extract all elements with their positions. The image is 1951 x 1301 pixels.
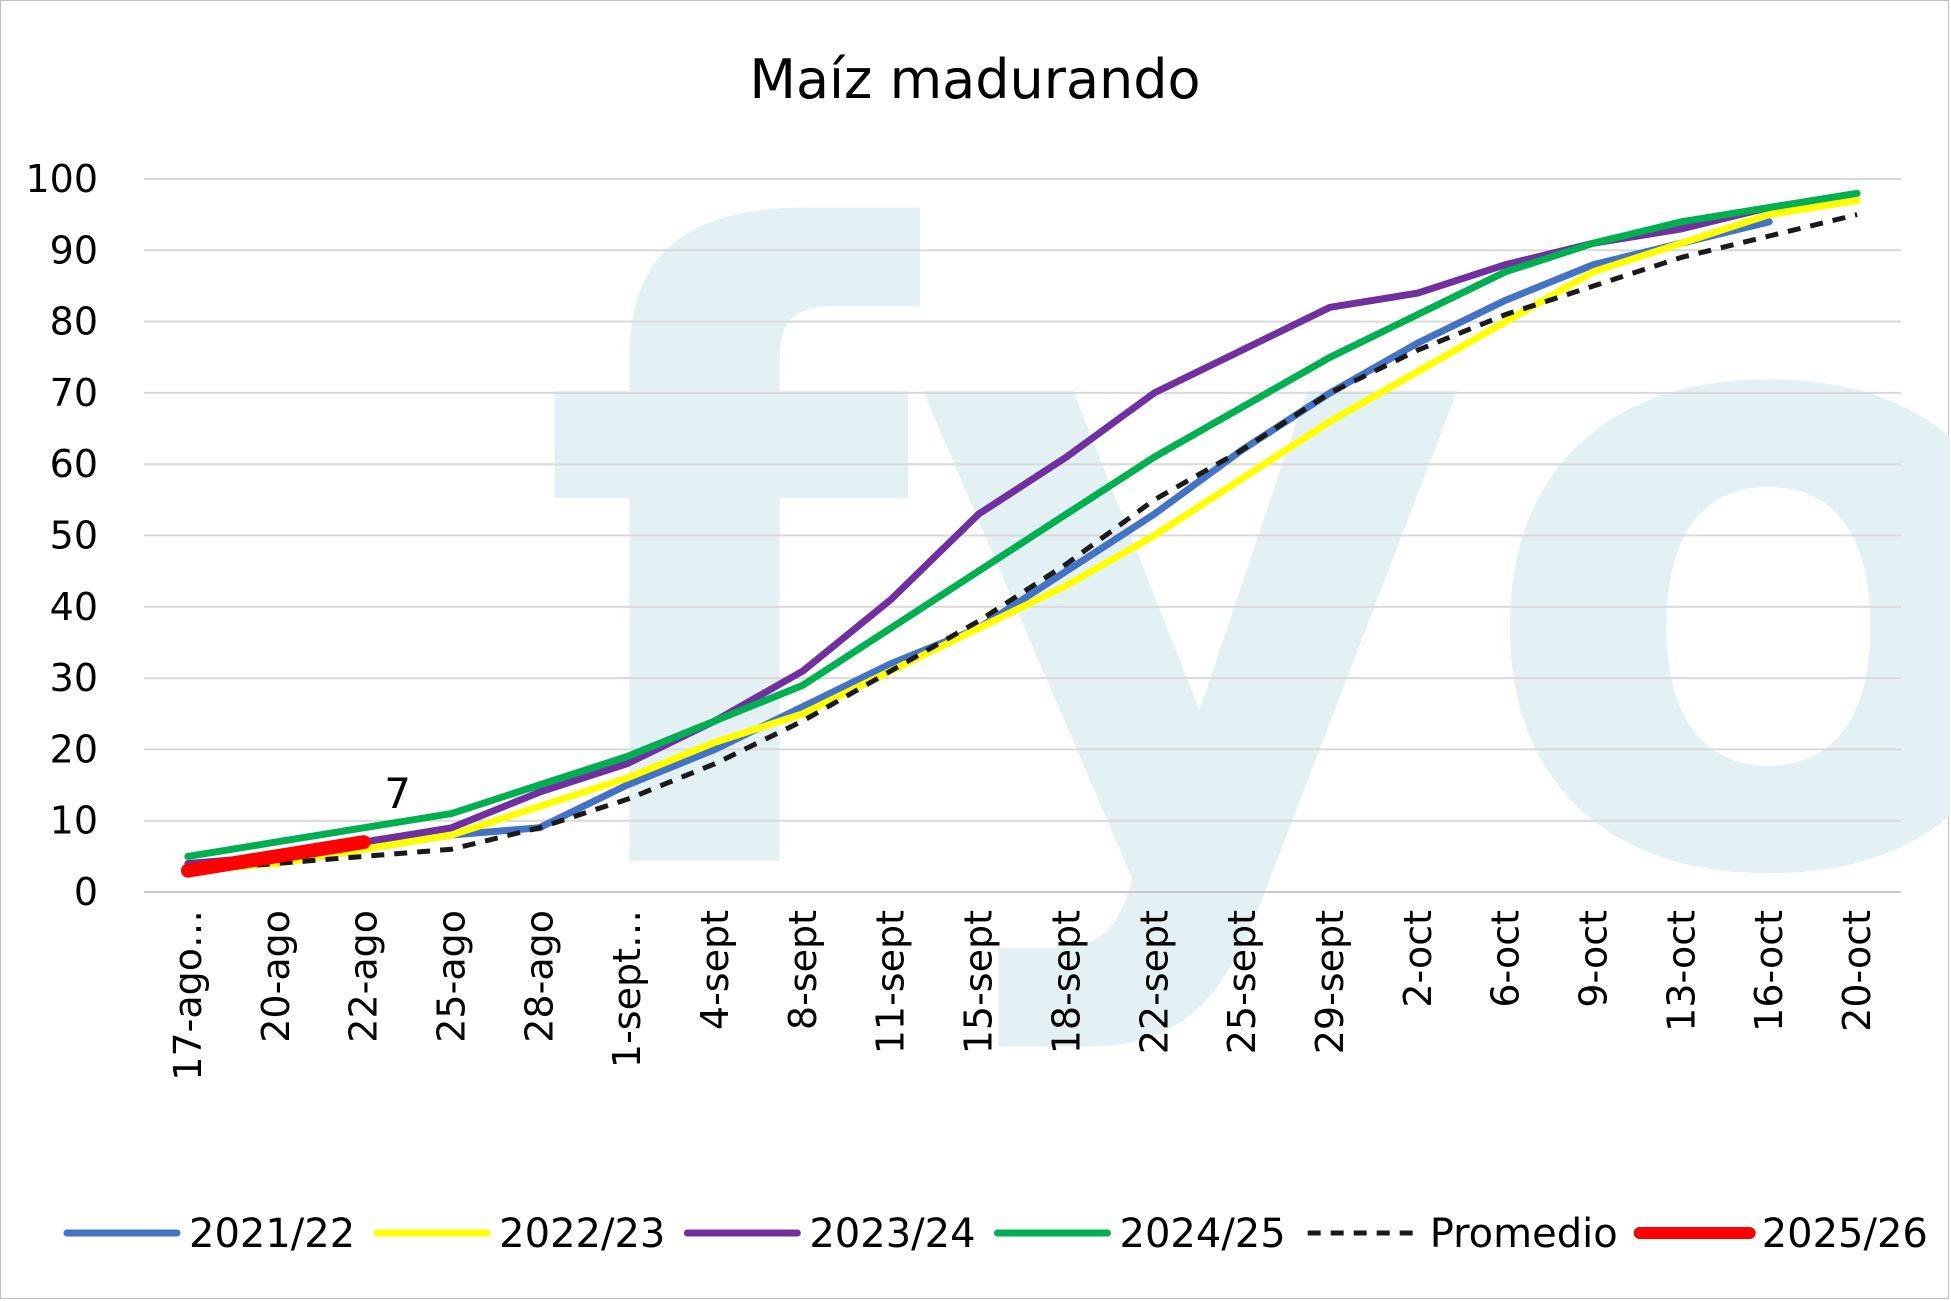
legend-label: 2023/24 <box>809 1211 975 1257</box>
x-tick-label: 13-oct <box>1659 910 1703 1032</box>
series-lines <box>180 189 1861 878</box>
x-tick-label: 22-sept <box>1132 910 1176 1054</box>
x-tick-label: 20-ago <box>254 910 298 1043</box>
legend-item: 2024/25 <box>994 1211 1286 1257</box>
x-tick-label: 15-sept <box>957 910 1001 1054</box>
x-tick-label: 22-ago <box>342 910 386 1043</box>
legend-label: Promedio <box>1430 1211 1618 1257</box>
y-tick-label: 60 <box>50 442 98 486</box>
x-tick-label: 9-oct <box>1572 910 1616 1008</box>
x-tick-label: 17-ago… <box>166 910 210 1081</box>
legend-item: Promedio <box>1307 1211 1618 1257</box>
x-tick-label: 28-ago <box>517 910 561 1043</box>
x-tick-label: 4-sept <box>693 910 737 1030</box>
y-tick-label: 80 <box>50 300 98 344</box>
legend-label: 2024/25 <box>1120 1211 1286 1257</box>
y-tick-label: 30 <box>50 656 98 700</box>
y-tick-label: 40 <box>50 585 98 629</box>
y-tick-label: 70 <box>50 371 98 415</box>
legend-item: 2021/22 <box>63 1211 355 1257</box>
x-tick-label: 2-oct <box>1396 910 1440 1008</box>
y-axis: 0 10 20 30 40 50 60 70 80 90 100 <box>25 157 98 914</box>
x-tick-label: 16-oct <box>1747 910 1791 1032</box>
legend: 2021/22 2022/23 2023/24 2024/25 Promedio 2025… <box>63 1211 1928 1257</box>
data-label: 7 <box>384 769 411 818</box>
x-tick-label: 25-ago <box>429 910 473 1043</box>
chart-title: Maíz madurando <box>749 48 1200 111</box>
series-line-2024-25 <box>184 189 1861 860</box>
y-tick-label: 100 <box>25 157 98 201</box>
legend-label: 2022/23 <box>499 1211 665 1257</box>
series-line-2021-22 <box>272 218 1773 867</box>
x-tick-label: 29-sept <box>1308 910 1352 1054</box>
data-labels: 7 <box>384 769 411 818</box>
y-tick-label: 20 <box>50 727 98 771</box>
series-line-promedio <box>187 212 1858 874</box>
legend-item: 2022/23 <box>373 1211 665 1257</box>
legend-label: 2025/26 <box>1762 1211 1928 1257</box>
grid <box>144 178 1901 893</box>
x-tick-label: 11-sept <box>869 910 913 1054</box>
y-tick-label: 50 <box>50 514 98 558</box>
series-line-2022-23 <box>184 196 1861 875</box>
y-tick-label: 10 <box>50 799 98 843</box>
legend-item: 2025/26 <box>1633 1211 1928 1257</box>
series-line-2025-26 <box>180 835 371 878</box>
legend-item: 2023/24 <box>683 1211 976 1257</box>
legend-label: 2021/22 <box>189 1211 355 1257</box>
x-tick-label: 6-oct <box>1484 910 1528 1008</box>
x-tick-label: 8-sept <box>781 910 825 1030</box>
x-tick-label: 25-sept <box>1220 910 1264 1054</box>
x-axis: 17-ago… 20-ago 22-ago 25-ago 28-ago 1-sept… 4-… <box>166 910 1879 1081</box>
series-line-2023-24 <box>184 204 1773 867</box>
y-tick-label: 90 <box>50 228 98 272</box>
x-tick-label: 18-sept <box>1044 910 1088 1054</box>
x-tick-label: 1-sept… <box>605 910 649 1068</box>
x-tick-label: 20-oct <box>1835 910 1879 1032</box>
y-tick-label: 0 <box>74 870 98 914</box>
